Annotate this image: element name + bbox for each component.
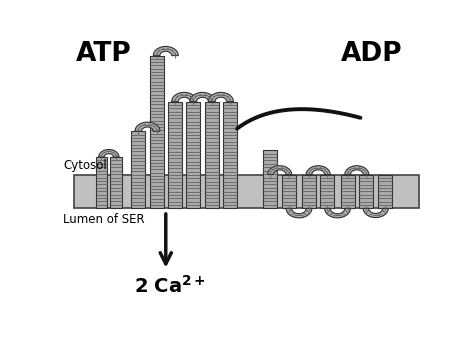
Bar (320, 174, 334, 208)
Polygon shape (209, 92, 233, 101)
Bar (110, 157, 122, 208)
Polygon shape (286, 208, 312, 218)
Bar (282, 174, 296, 208)
Bar (264, 150, 277, 208)
Polygon shape (99, 150, 119, 157)
Polygon shape (345, 166, 369, 174)
Polygon shape (306, 166, 330, 174)
Bar (131, 131, 145, 208)
Polygon shape (172, 92, 197, 101)
Polygon shape (135, 122, 160, 131)
Bar (74, 174, 419, 208)
Bar (341, 174, 355, 208)
Text: Cytosol: Cytosol (63, 159, 107, 172)
Polygon shape (363, 208, 388, 218)
Bar (150, 56, 164, 208)
Bar (378, 174, 392, 208)
Bar (96, 157, 108, 208)
Polygon shape (325, 208, 350, 218)
Bar (168, 101, 182, 208)
Bar (205, 101, 219, 208)
Polygon shape (268, 166, 292, 174)
Bar (359, 174, 373, 208)
Text: ATP: ATP (75, 41, 131, 67)
Text: ADP: ADP (341, 41, 402, 67)
Bar (186, 101, 201, 208)
Bar (302, 174, 316, 208)
Text: Lumen of SER: Lumen of SER (63, 213, 145, 226)
Polygon shape (153, 46, 178, 56)
Bar (223, 101, 237, 208)
Text: $\mathbf{2\ Ca^{2+}}$: $\mathbf{2\ Ca^{2+}}$ (134, 274, 205, 296)
Polygon shape (190, 92, 215, 101)
